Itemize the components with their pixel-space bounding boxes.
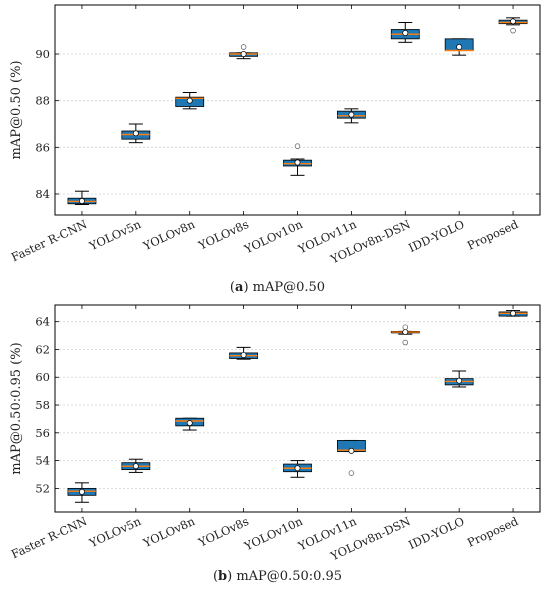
mean-marker [402,30,409,36]
y-tick-label: 64 [35,315,50,329]
x-tick-label: Faster R-CNN [9,217,89,264]
caption-letter: b [218,569,227,584]
mean-marker [348,447,355,454]
caption-text: mAP@0.50 [253,280,325,295]
panel-caption: (a) mAP@0.50 [230,280,325,295]
box-yolov8n [175,417,205,431]
box-yolov8n [175,92,205,110]
y-tick-label: 90 [35,47,50,61]
y-tick-label: 86 [35,140,50,154]
mean-marker [78,198,85,204]
mean-marker [186,420,193,427]
mean-marker [510,310,517,317]
box-proposed [498,17,528,34]
box-yolov5n [121,458,151,473]
outlier-point [240,44,247,50]
outlier-point [294,143,301,149]
caption-paren-close: ) [227,569,236,584]
panel-caption: (b) mAP@0.50:0.95 [213,569,342,584]
box-idd-yolo [444,38,474,56]
x-tick-label: YOLOv8n [140,514,197,551]
y-tick-label: 62 [35,342,50,356]
caption-paren-close: ) [243,280,252,295]
box-yolov5n [121,123,151,144]
x-tick-label: Proposed [465,514,521,550]
y-tick-label: 88 [35,94,50,108]
y-tick-label: 56 [35,426,50,440]
mean-marker [132,463,139,470]
x-tick-label: YOLOv8s [195,514,251,550]
x-tick-label: YOLOv10n [241,217,305,257]
box-yolov11n [336,108,366,124]
x-tick-label: Faster R-CNN [9,514,89,561]
box-faster-r-cnn [67,482,97,503]
axes-frame [54,4,541,216]
box-proposed [498,310,528,317]
mean-marker [456,377,463,384]
mean-marker [132,130,139,137]
box-idd-yolo [444,370,474,388]
box-yolov8n-dsn [390,324,420,346]
box-yolov10n [283,460,312,478]
y-tick-label: 54 [35,454,50,468]
box-yolov10n [283,143,312,176]
mean-marker [402,329,409,336]
x-tick-label: IDD-YOLO [406,217,466,255]
outlier-point [402,324,409,330]
box-yolov8n-dsn [390,22,420,43]
x-tick-label: Proposed [465,217,521,253]
mean-marker [186,97,193,104]
x-tick-label: YOLOv5n [86,514,143,551]
outlier-point [402,339,409,346]
mean-marker [348,111,355,118]
y-tick-label: 84 [35,187,50,201]
x-tick-label: YOLOv8s [195,217,251,253]
y-tick-label: 52 [35,481,50,495]
box-yolov8s [229,44,259,60]
y-axis-label: mAP@0.50:0.95 (%) [9,342,24,474]
x-tick-label: YOLOv8n [140,217,197,254]
box-faster-r-cnn [67,190,97,205]
chart-panel-b: 52 54 56 58 60 62 64 mAP@0.50:0.95 (%) Faster R-… [9,304,541,584]
mean-marker [78,488,85,495]
mean-marker [240,352,247,358]
mean-marker [240,51,247,57]
mean-marker [456,44,463,50]
caption-paren-open: ( [230,280,235,295]
box-yolov8s [229,346,259,360]
x-tick-label: YOLOv10n [241,514,305,554]
caption-paren-open: ( [213,569,218,584]
mean-marker [294,465,301,472]
x-tick-label: YOLOv5n [86,217,143,254]
caption-letter: a [235,280,244,295]
box-yolov11n [336,439,366,476]
y-tick-label: 58 [35,398,50,412]
y-axis-label: mAP@0.50 (%) [9,60,24,159]
mean-marker [510,18,517,25]
outlier-point [510,27,516,34]
x-tick-label: IDD-YOLO [406,514,466,552]
caption-text: mAP@0.50:0.95 [236,569,342,584]
outlier-point [348,470,355,476]
mean-marker [294,159,301,166]
axes-frame [54,304,541,513]
y-tick-label: 60 [35,370,50,384]
